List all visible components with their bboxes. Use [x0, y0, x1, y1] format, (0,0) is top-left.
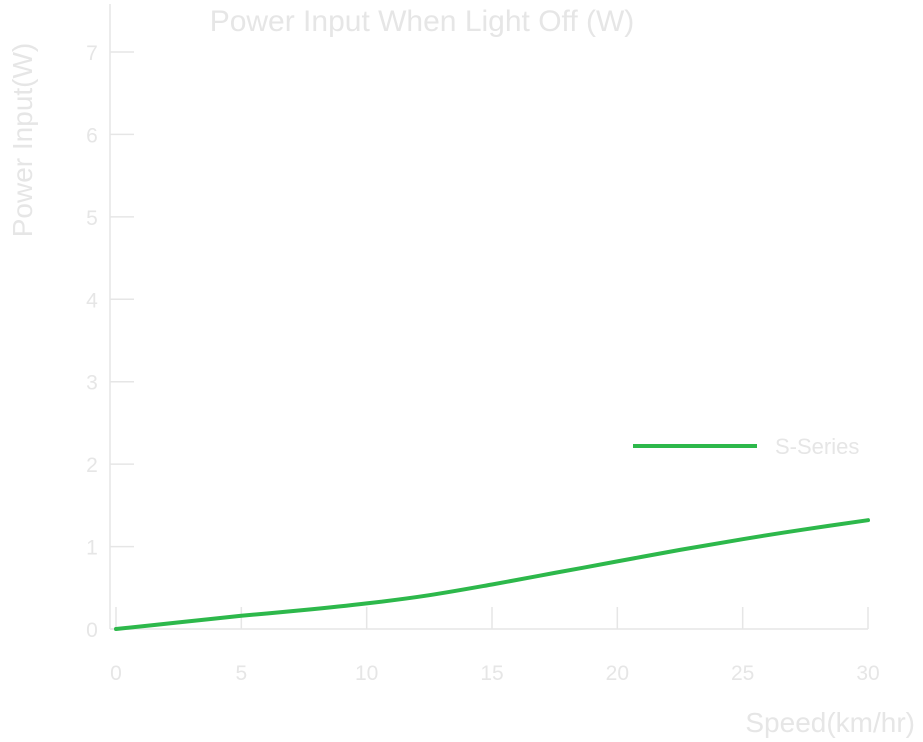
ticks: 0 1 2 3 4 5 6 7 0 5 10 15 20 25 30	[86, 42, 880, 685]
y-tick-label: 5	[86, 207, 98, 230]
x-tick-label: 0	[110, 662, 122, 685]
y-tick-label: 2	[86, 454, 98, 477]
x-axis-title: Speed(km/hr)	[745, 707, 915, 738]
series-layer	[114, 518, 870, 631]
y-tick-label: 1	[86, 537, 98, 560]
y-axis-title: Power Input(W)	[7, 43, 38, 238]
series-line-s-series	[114, 518, 870, 631]
y-tick-label: 0	[86, 619, 98, 642]
legend: S-Series	[633, 434, 859, 459]
x-tick-label: 10	[355, 662, 378, 685]
x-tick-label: 20	[606, 662, 629, 685]
x-tick-label: 15	[480, 662, 503, 685]
x-tick-label: 5	[235, 662, 247, 685]
x-tick-label: 25	[731, 662, 754, 685]
y-tick-label: 6	[86, 124, 98, 147]
axes	[109, 4, 868, 630]
legend-label: S-Series	[775, 434, 859, 459]
y-tick-label: 4	[86, 289, 98, 312]
y-tick-label: 3	[86, 372, 98, 395]
chart-title: Power Input When Light Off (W)	[210, 5, 635, 38]
x-tick-label: 30	[856, 662, 879, 685]
y-tick-label: 7	[86, 42, 98, 65]
